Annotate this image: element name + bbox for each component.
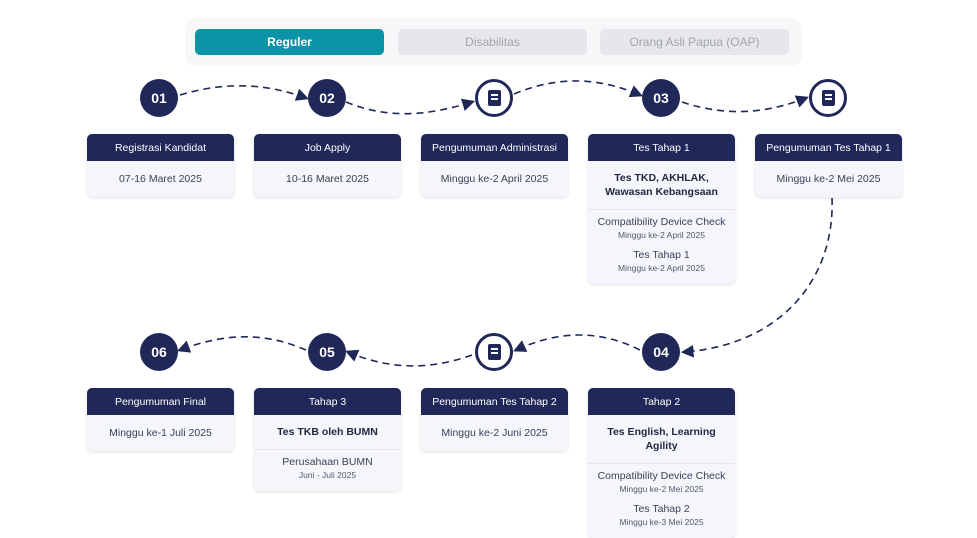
step-card-registrasi: Registrasi Kandidat 07-16 Maret 2025 [87,134,234,197]
card-title: Job Apply [254,134,401,161]
document-icon [487,344,501,360]
step-card-pengumuman-tes-tahap-2: Pengumuman Tes Tahap 2 Minggu ke-2 Juni … [421,388,568,451]
card-title: Tahap 3 [254,388,401,415]
step-marker-04: 04 [642,333,680,371]
card-subtitle: Tes TKB oleh BUMN [254,415,401,450]
card-subtitle: Tes English, Learning Agility [588,415,735,464]
step-card-tahap-2: Tahap 2 Tes English, Learning Agility Co… [588,388,735,538]
card-item: Perusahaan BUMN Juni - Juli 2025 [254,450,401,483]
step-marker-06: 06 [140,333,178,371]
item-date: Juni - Juli 2025 [298,470,357,480]
card-date: 10-16 Maret 2025 [286,173,369,185]
item-title: Tes Tahap 1 [633,249,690,261]
card-title: Tes Tahap 1 [588,134,735,161]
step-card-job-apply: Job Apply 10-16 Maret 2025 [254,134,401,197]
card-date: Minggu ke-2 Mei 2025 [776,173,881,185]
track-tabs: Reguler Disabilitas Orang Asli Papua (OA… [185,18,802,66]
tab-disabilitas[interactable]: Disabilitas [398,29,587,55]
card-subtitle: Tes TKD, AKHLAK, Wawasan Kebangsaan [588,161,735,210]
item-date: Minggu ke-3 Mei 2025 [619,517,704,527]
document-icon [821,90,835,106]
card-title: Pengumuman Tes Tahap 1 [755,134,902,161]
item-title: Perusahaan BUMN [282,456,373,468]
card-item: Compatibility Device Check Minggu ke-2 Me… [588,464,735,497]
step-card-pengumuman-administrasi: Pengumuman Administrasi Minggu ke-2 Apri… [421,134,568,197]
tab-reguler[interactable]: Reguler [195,29,384,55]
card-date: 07-16 Maret 2025 [119,173,202,185]
step-card-pengumuman-tes-tahap-1: Pengumuman Tes Tahap 1 Minggu ke-2 Mei 2… [755,134,902,197]
card-item: Tes Tahap 2 Minggu ke-3 Mei 2025 [588,497,735,530]
step-card-tes-tahap-1: Tes Tahap 1 Tes TKD, AKHLAK, Wawasan Keb… [588,134,735,284]
item-date: Minggu ke-2 Mei 2025 [619,484,704,494]
item-title: Compatibility Device Check [597,470,726,482]
step-card-tahap-3: Tahap 3 Tes TKB oleh BUMN Perusahaan BUM… [254,388,401,491]
card-item: Compatibility Device Check Minggu ke-2 Ap… [588,210,735,243]
card-title: Registrasi Kandidat [87,134,234,161]
card-date: Minggu ke-2 April 2025 [440,173,549,185]
item-date: Minggu ke-2 April 2025 [618,263,705,273]
item-title: Tes Tahap 2 [633,503,690,515]
card-title: Tahap 2 [588,388,735,415]
document-marker [809,79,847,117]
card-title: Pengumuman Final [87,388,234,415]
tab-oap[interactable]: Orang Asli Papua (OAP) [600,29,789,55]
card-date: Minggu ke-1 Juli 2025 [109,427,212,439]
step-marker-02: 02 [308,79,346,117]
document-icon [487,90,501,106]
item-date: Minggu ke-2 April 2025 [618,230,705,240]
card-title: Pengumuman Administrasi [421,134,568,161]
card-title: Pengumuman Tes Tahap 2 [421,388,568,415]
step-card-pengumuman-final: Pengumuman Final Minggu ke-1 Juli 2025 [87,388,234,451]
document-marker [475,79,513,117]
card-item: Tes Tahap 1 Minggu ke-2 April 2025 [588,243,735,276]
step-marker-03: 03 [642,79,680,117]
document-marker [475,333,513,371]
step-marker-01: 01 [140,79,178,117]
timeline-connectors [177,80,833,367]
item-title: Compatibility Device Check [597,216,726,228]
card-date: Minggu ke-2 Juni 2025 [441,427,548,439]
step-marker-05: 05 [308,333,346,371]
